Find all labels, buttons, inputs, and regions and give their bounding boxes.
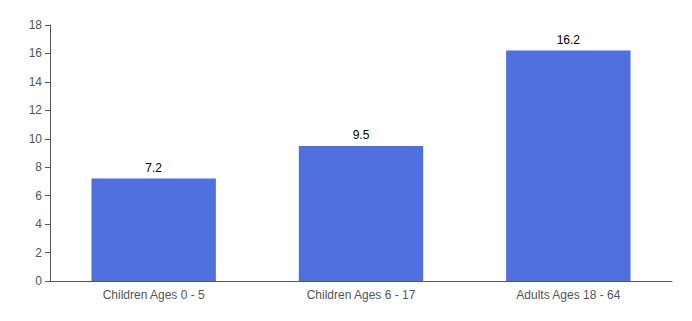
svg-text:14: 14 (29, 75, 43, 89)
svg-text:Children Ages 6 - 17: Children Ages 6 - 17 (307, 288, 416, 302)
svg-text:Adults Ages 18 - 64: Adults Ages 18 - 64 (516, 288, 620, 302)
svg-text:9.5: 9.5 (353, 128, 370, 142)
svg-text:16.2: 16.2 (557, 33, 581, 47)
svg-text:6: 6 (35, 189, 42, 203)
svg-text:2: 2 (35, 246, 42, 260)
svg-text:4: 4 (35, 217, 42, 231)
svg-text:16: 16 (29, 46, 43, 60)
svg-text:18: 18 (29, 18, 43, 32)
svg-text:10: 10 (29, 132, 43, 146)
svg-text:12: 12 (29, 103, 43, 117)
svg-text:Children Ages 0 - 5: Children Ages 0 - 5 (103, 288, 205, 302)
svg-text:7.2: 7.2 (145, 161, 162, 175)
svg-text:8: 8 (35, 160, 42, 174)
svg-text:0: 0 (35, 274, 42, 288)
